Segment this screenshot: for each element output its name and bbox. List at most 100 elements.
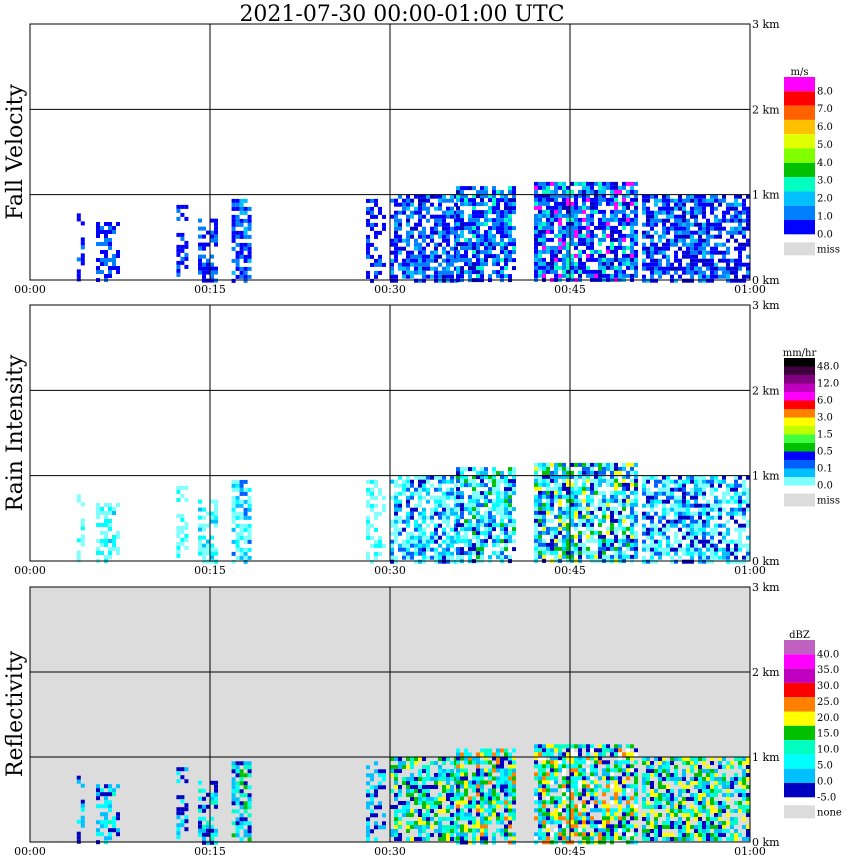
precip-pixel xyxy=(434,797,438,801)
precip-pixel xyxy=(410,234,414,239)
precip-pixel xyxy=(694,246,698,251)
precip-pixel xyxy=(674,270,678,275)
precip-pixel xyxy=(558,482,562,487)
precip-pixel xyxy=(116,832,120,837)
precip-pixel xyxy=(446,495,450,500)
precip-pixel xyxy=(492,226,496,231)
precip-pixel xyxy=(686,218,690,223)
precip-pixel xyxy=(460,836,464,841)
precip-pixel xyxy=(602,466,606,471)
precip-pixel xyxy=(492,186,496,191)
precip-pixel xyxy=(550,498,554,503)
precip-pixel xyxy=(542,542,546,547)
precip-pixel xyxy=(582,820,586,825)
precip-pixel xyxy=(476,555,480,560)
precip-pixel xyxy=(370,226,374,231)
precip-pixel xyxy=(702,230,706,235)
precip-pixel xyxy=(366,793,370,798)
precip-pixel xyxy=(546,498,550,503)
precip-pixel xyxy=(562,197,566,202)
precip-pixel xyxy=(566,221,570,226)
precip-pixel xyxy=(512,479,516,484)
precip-pixel xyxy=(558,506,562,511)
precip-pixel xyxy=(650,194,654,199)
precip-pixel xyxy=(414,226,418,231)
precip-pixel xyxy=(460,475,464,480)
precip-pixel xyxy=(410,813,414,817)
precip-pixel xyxy=(512,202,516,207)
precip-pixel xyxy=(366,535,370,540)
precip-pixel xyxy=(562,193,566,198)
precip-pixel xyxy=(542,546,546,551)
precip-pixel xyxy=(418,487,422,492)
precip-pixel xyxy=(418,210,422,215)
precip-pixel xyxy=(582,756,586,761)
precip-pixel xyxy=(542,752,546,757)
precip-pixel xyxy=(184,807,189,812)
precip-pixel xyxy=(618,546,622,551)
precip-pixel xyxy=(378,487,382,492)
precip-pixel xyxy=(746,547,750,552)
precip-pixel xyxy=(598,201,602,206)
precip-pixel xyxy=(231,781,236,786)
precip-pixel xyxy=(578,486,582,491)
precip-pixel xyxy=(706,523,710,528)
precip-pixel xyxy=(694,829,698,833)
precip-pixel xyxy=(100,242,104,246)
precip-pixel xyxy=(100,507,104,511)
precip-pixel xyxy=(686,226,690,231)
colorbar-swatch xyxy=(784,409,815,418)
precip-pixel xyxy=(578,542,582,547)
precip-pixel xyxy=(534,482,538,487)
precip-pixel xyxy=(464,760,468,765)
precip-pixel xyxy=(414,262,418,267)
precip-pixel xyxy=(662,491,666,496)
precip-pixel xyxy=(590,526,594,531)
precip-pixel xyxy=(210,800,214,805)
precip-pixel xyxy=(738,226,742,231)
precip-pixel xyxy=(366,821,370,826)
precip-pixel xyxy=(574,261,578,266)
precip-pixel xyxy=(546,816,550,821)
precip-pixel xyxy=(622,490,626,495)
precip-pixel xyxy=(690,479,694,484)
precip-pixel xyxy=(738,242,742,247)
precip-pixel xyxy=(742,234,746,239)
precip-pixel xyxy=(614,478,618,483)
precip-pixel xyxy=(414,254,418,259)
precip-pixel xyxy=(578,241,582,246)
precip-pixel xyxy=(742,202,746,207)
precip-pixel xyxy=(198,242,202,247)
precip-pixel xyxy=(422,793,426,797)
precip-pixel xyxy=(578,546,582,551)
precip-pixel xyxy=(566,788,570,793)
precip-pixel xyxy=(206,551,210,556)
precip-pixel xyxy=(243,785,248,790)
precip-pixel xyxy=(630,189,634,194)
precip-pixel xyxy=(694,238,698,243)
precip-pixel xyxy=(538,193,542,198)
precip-pixel xyxy=(206,824,210,829)
precip-pixel xyxy=(538,510,542,515)
precip-pixel xyxy=(512,507,516,512)
precip-pixel xyxy=(738,230,742,235)
precip-pixel xyxy=(698,238,702,243)
precip-pixel xyxy=(550,261,554,266)
precip-pixel xyxy=(214,226,218,231)
precip-pixel xyxy=(562,245,566,250)
precip-pixel xyxy=(650,527,654,532)
precip-pixel xyxy=(446,539,450,544)
precip-pixel xyxy=(550,546,554,551)
precip-pixel xyxy=(402,483,406,488)
precip-pixel xyxy=(235,781,240,786)
precip-pixel xyxy=(198,788,202,793)
precip-pixel xyxy=(726,487,730,492)
precip-pixel xyxy=(678,483,682,488)
precip-pixel xyxy=(658,773,662,777)
precip-pixel xyxy=(460,535,464,540)
precip-pixel xyxy=(243,218,248,223)
precip-pixel xyxy=(610,510,614,515)
precip-pixel xyxy=(422,777,426,781)
colorbar-swatch xyxy=(784,205,815,220)
precip-pixel xyxy=(456,503,460,508)
